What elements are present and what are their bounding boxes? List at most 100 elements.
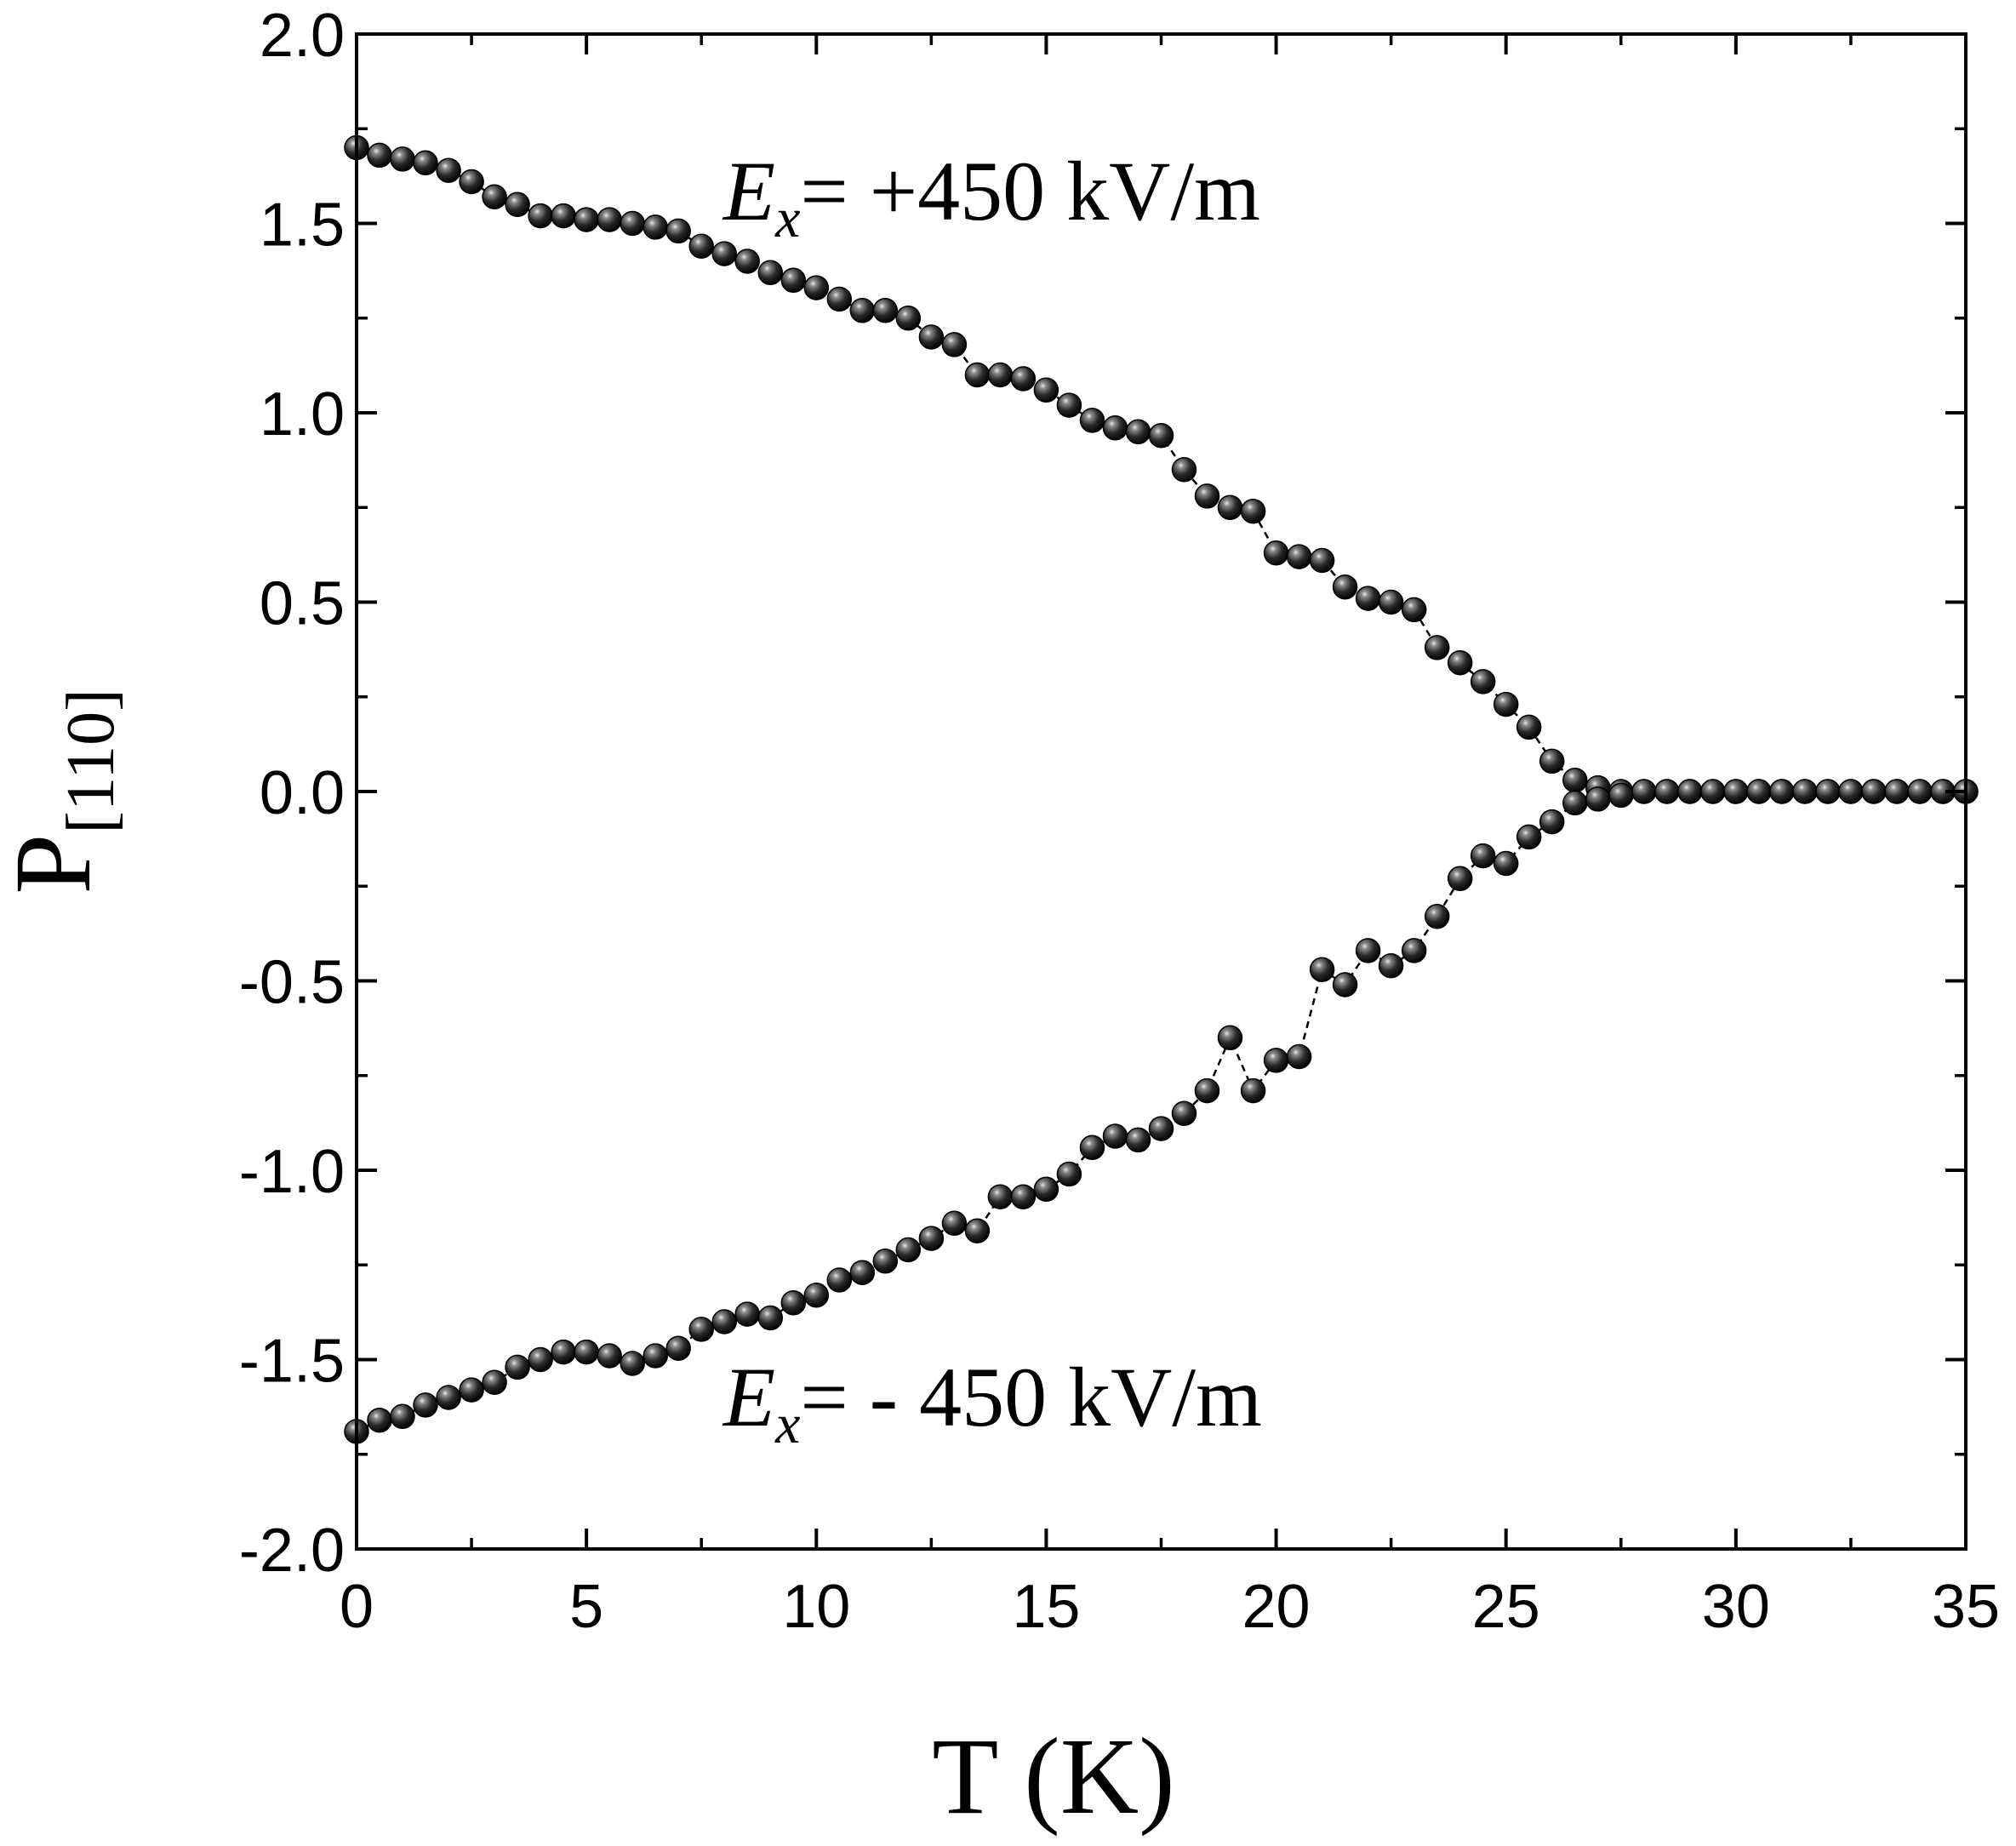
data-point-negative — [918, 1226, 945, 1251]
data-point-negative — [1194, 1077, 1220, 1104]
data-point-positive — [436, 157, 461, 183]
y-tick-label: 1.5 — [260, 191, 345, 260]
data-point-negative — [574, 1339, 599, 1365]
data-point-positive — [1010, 366, 1037, 391]
x-tick-label: 30 — [1702, 1573, 1770, 1641]
data-point-negative — [505, 1354, 530, 1380]
data-point-negative — [895, 1237, 922, 1263]
y-tick-label: 1.0 — [260, 380, 345, 449]
data-point-negative — [1355, 938, 1381, 963]
data-point-negative — [1424, 904, 1450, 929]
data-point-negative — [872, 1249, 899, 1274]
data-point-negative — [459, 1377, 484, 1403]
data-point-positive — [1148, 422, 1174, 449]
data-point-positive — [1171, 457, 1197, 483]
data-point-negative — [528, 1346, 553, 1373]
data-point-positive — [688, 233, 714, 259]
data-point-positive — [642, 214, 668, 240]
data-point-positive — [1263, 540, 1289, 566]
data-point-negative — [987, 1184, 1014, 1209]
svg-text:P[110]: P[110] — [0, 689, 128, 894]
data-point-negative — [1769, 779, 1795, 804]
data-point-negative — [1493, 850, 1519, 877]
data-point-negative — [780, 1290, 807, 1316]
data-point-positive — [1493, 691, 1519, 717]
data-point-negative — [1516, 824, 1542, 850]
data-point-negative — [1608, 782, 1634, 809]
data-point-positive — [528, 203, 553, 229]
data-point-negative — [1125, 1127, 1151, 1153]
annotation-negative-subscript: x — [774, 1393, 800, 1455]
x-tick-label: 5 — [569, 1573, 603, 1641]
data-point-negative — [941, 1210, 968, 1237]
data-point-negative — [1079, 1134, 1105, 1161]
data-point-negative — [1861, 779, 1887, 804]
data-point-positive — [1401, 597, 1427, 623]
x-tick-label: 0 — [340, 1573, 374, 1641]
data-point-positive — [987, 362, 1014, 388]
annotation-negative-text: = - 450 kV/m — [800, 1350, 1261, 1444]
data-point-negative — [1263, 1048, 1289, 1073]
data-point-negative — [551, 1339, 576, 1365]
data-point-negative — [1401, 938, 1427, 963]
data-point-negative — [390, 1403, 415, 1430]
data-point-positive — [1424, 635, 1450, 660]
annotation-positive-subscript: x — [774, 187, 800, 249]
data-point-negative — [642, 1343, 668, 1369]
data-point-positive — [1102, 415, 1128, 441]
data-point-negative — [849, 1260, 876, 1285]
annotation-negative-symbol: E — [722, 1350, 775, 1444]
data-point-positive — [1079, 408, 1105, 433]
data-point-positive — [1378, 589, 1404, 615]
data-point-negative — [757, 1305, 784, 1331]
data-point-negative — [1585, 786, 1611, 812]
data-point-positive — [459, 169, 484, 195]
data-point-negative — [620, 1351, 645, 1376]
y-tick-label: 0.5 — [260, 570, 345, 638]
data-point-positive — [803, 275, 830, 300]
data-point-positive — [711, 241, 737, 266]
data-point-negative — [1792, 779, 1818, 804]
data-point-positive — [1332, 574, 1358, 600]
data-point-positive — [941, 332, 968, 357]
data-point-positive — [849, 298, 876, 323]
data-point-positive — [1217, 494, 1243, 521]
data-point-negative — [1907, 779, 1933, 804]
data-point-negative — [1286, 1043, 1312, 1070]
x-axis-title: T (K) — [932, 1716, 1175, 1837]
y-axis-title-subscript: [110] — [54, 689, 128, 833]
data-point-positive — [918, 324, 945, 350]
data-point-negative — [1033, 1176, 1059, 1203]
data-point-negative — [1654, 779, 1680, 804]
data-point-positive — [390, 146, 415, 172]
data-point-negative — [711, 1309, 737, 1334]
plot-area — [344, 134, 1979, 1444]
data-point-negative — [1562, 790, 1588, 816]
annotation-positive-symbol: E — [722, 144, 775, 238]
data-point-positive — [1033, 377, 1059, 403]
axes: 0 5 10 15 20 25 30 35 -2.0 -1.5 -1.0 -0.5 0.0 0.5 1.0 1… — [239, 2, 2000, 1641]
x-tick-label: 20 — [1242, 1573, 1311, 1641]
data-point-negative — [1815, 779, 1841, 804]
y-tick-label: -2.0 — [239, 1517, 345, 1585]
data-point-positive — [1125, 419, 1151, 445]
data-point-negative — [1240, 1077, 1266, 1104]
data-point-positive — [964, 362, 991, 388]
data-point-negative — [688, 1317, 714, 1342]
data-point-negative — [1378, 952, 1404, 979]
data-point-positive — [597, 207, 622, 232]
data-point-positive — [826, 286, 853, 312]
data-point-negative — [1309, 957, 1335, 982]
data-point-negative — [413, 1392, 438, 1418]
data-point-negative — [1631, 779, 1657, 804]
data-point-negative — [1539, 809, 1565, 835]
x-tick-label: 35 — [1932, 1573, 2000, 1641]
data-point-negative — [1217, 1025, 1243, 1051]
data-point-positive — [757, 260, 784, 286]
y-axis-title-main: P — [0, 834, 113, 894]
data-point-negative — [1171, 1100, 1197, 1127]
data-point-positive — [1516, 714, 1542, 740]
data-point-positive — [780, 267, 807, 294]
data-point-positive — [1056, 392, 1082, 418]
